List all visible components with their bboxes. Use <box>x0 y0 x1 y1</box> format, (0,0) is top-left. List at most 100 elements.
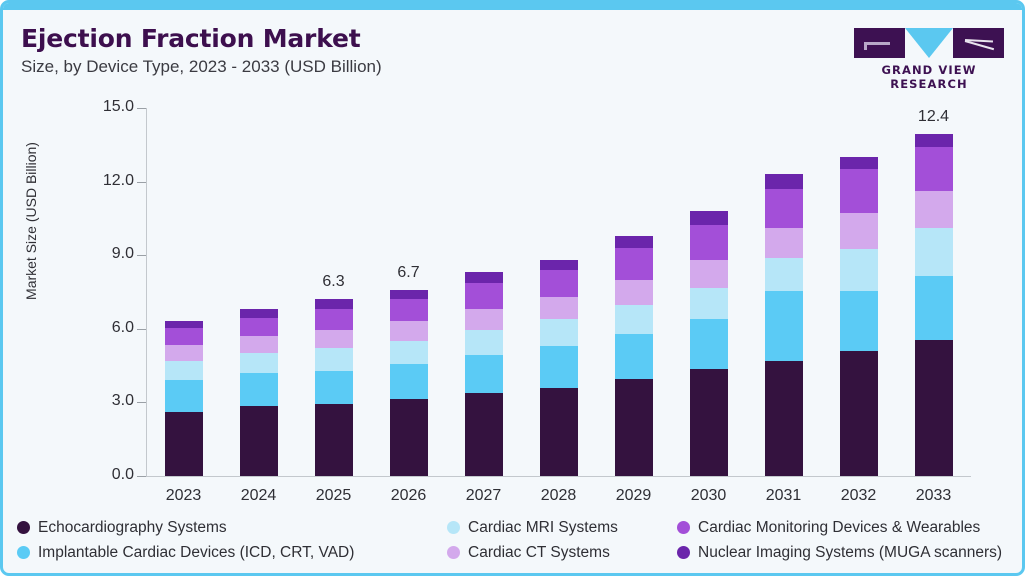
bar-segment[interactable] <box>165 321 203 328</box>
bar-segment[interactable] <box>165 412 203 476</box>
bar-segment[interactable] <box>465 330 503 355</box>
bar-segment[interactable] <box>540 387 578 476</box>
bar-segment[interactable] <box>840 169 878 214</box>
bar-segment[interactable] <box>690 224 728 261</box>
bar-segment[interactable] <box>465 354 503 393</box>
bar-segment[interactable] <box>915 147 953 192</box>
legend-swatch-icon <box>447 546 460 559</box>
bar-segment[interactable] <box>390 364 428 399</box>
bar-segment[interactable] <box>765 257 803 291</box>
bar-segment[interactable] <box>465 392 503 476</box>
bar-segment[interactable] <box>840 249 878 291</box>
bar-segment[interactable] <box>240 372 278 407</box>
bar-segment[interactable] <box>915 276 953 340</box>
legend-item-label: Echocardiography Systems <box>38 518 227 536</box>
legend-swatch-icon <box>17 546 30 559</box>
bar-stack[interactable] <box>465 272 503 476</box>
bar-segment[interactable] <box>165 360 203 381</box>
bar-segment[interactable] <box>765 228 803 258</box>
bar-segment[interactable] <box>465 283 503 310</box>
bar-segment[interactable] <box>915 191 953 229</box>
bar-segment[interactable] <box>765 174 803 189</box>
legend-item[interactable]: Cardiac MRI Systems <box>447 519 677 537</box>
logo-text: GRAND VIEW RESEARCH <box>881 63 977 91</box>
bar-stack[interactable] <box>615 235 653 476</box>
y-axis-tick-label: 6.0 <box>111 318 134 336</box>
bar-stack[interactable] <box>315 299 353 476</box>
bar-segment[interactable] <box>240 406 278 476</box>
bar-segment[interactable] <box>315 403 353 476</box>
bar-segment[interactable] <box>240 353 278 373</box>
bar-stack[interactable] <box>690 211 728 476</box>
y-axis-title: Market Size (USD Billion) <box>23 142 39 300</box>
bar-segment[interactable] <box>390 289 428 300</box>
x-axis-line <box>146 476 971 477</box>
y-axis-tick-label: 0.0 <box>111 466 134 483</box>
y-axis-tick-label: 3.0 <box>111 392 134 410</box>
bar-segment[interactable] <box>690 318 728 370</box>
bar-stack[interactable] <box>390 289 428 476</box>
bar-segment[interactable] <box>465 272 503 284</box>
bar-segment[interactable] <box>315 299 353 310</box>
legend-item[interactable]: Nuclear Imaging Systems (MUGA scanners) <box>677 544 1015 562</box>
bar-segment[interactable] <box>615 247 653 280</box>
bar-segment[interactable] <box>315 348 353 371</box>
bar-segment[interactable] <box>840 157 878 170</box>
bar-segment[interactable] <box>690 260 728 289</box>
bar-segment[interactable] <box>765 360 803 476</box>
y-axis-tick-mark <box>137 476 146 477</box>
legend-item[interactable]: Cardiac CT Systems <box>447 544 677 562</box>
bar-segment[interactable] <box>240 317 278 337</box>
legend-item[interactable]: Echocardiography Systems <box>17 519 447 537</box>
y-axis-tick-label: 12.0 <box>102 171 134 189</box>
bar-segment[interactable] <box>315 330 353 349</box>
bar-segment[interactable] <box>165 380 203 413</box>
x-axis-tick-label: 2028 <box>540 487 577 504</box>
bar-segment[interactable] <box>765 188 803 229</box>
x-axis-tick-label: 2032 <box>840 487 877 504</box>
bar-segment[interactable] <box>840 350 878 476</box>
legend-item[interactable]: Implantable Cardiac Devices (ICD, CRT, V… <box>17 544 447 562</box>
bar-segment[interactable] <box>690 369 728 476</box>
bar-stack[interactable] <box>915 133 953 476</box>
bar-segment[interactable] <box>765 290 803 361</box>
bar-segment[interactable] <box>915 339 953 476</box>
bar-segment[interactable] <box>690 288 728 319</box>
bar-stack[interactable] <box>165 321 203 476</box>
y-axis-tick-mark <box>137 402 146 404</box>
y-axis-tick-mark <box>137 328 146 330</box>
bar-segment[interactable] <box>390 321 428 342</box>
bar-stack[interactable] <box>240 309 278 476</box>
bar-segment[interactable] <box>390 341 428 365</box>
bar-stack[interactable] <box>840 157 878 476</box>
bar-segment[interactable] <box>465 309 503 330</box>
bar-stack[interactable] <box>765 174 803 476</box>
bar-segment[interactable] <box>690 211 728 225</box>
bar-segment[interactable] <box>165 327 203 345</box>
bar-segment[interactable] <box>540 318 578 346</box>
bar-segment[interactable] <box>615 279 653 306</box>
bar-stack[interactable] <box>540 260 578 476</box>
bar-segment[interactable] <box>615 379 653 476</box>
bar-segment[interactable] <box>615 235 653 248</box>
bar-segment[interactable] <box>240 309 278 318</box>
bar-segment[interactable] <box>840 290 878 351</box>
legend-item[interactable]: Cardiac Monitoring Devices & Wearables <box>677 519 1015 537</box>
y-axis-tick-mark <box>137 255 146 257</box>
bar-segment[interactable] <box>540 269 578 297</box>
bar-segment[interactable] <box>540 345 578 388</box>
bar-segment[interactable] <box>615 333 653 380</box>
bar-segment[interactable] <box>390 398 428 476</box>
x-axis-tick-label: 2030 <box>690 487 727 504</box>
bar-segment[interactable] <box>390 299 428 322</box>
bar-segment[interactable] <box>315 370 353 404</box>
bar-segment[interactable] <box>615 305 653 334</box>
bar-segment[interactable] <box>240 336 278 354</box>
bar-segment[interactable] <box>915 133 953 148</box>
bar-segment[interactable] <box>915 228 953 277</box>
bar-segment[interactable] <box>540 296 578 319</box>
bar-segment[interactable] <box>315 309 353 331</box>
bar-segment[interactable] <box>165 344 203 361</box>
bar-segment[interactable] <box>540 260 578 270</box>
bar-segment[interactable] <box>840 213 878 250</box>
